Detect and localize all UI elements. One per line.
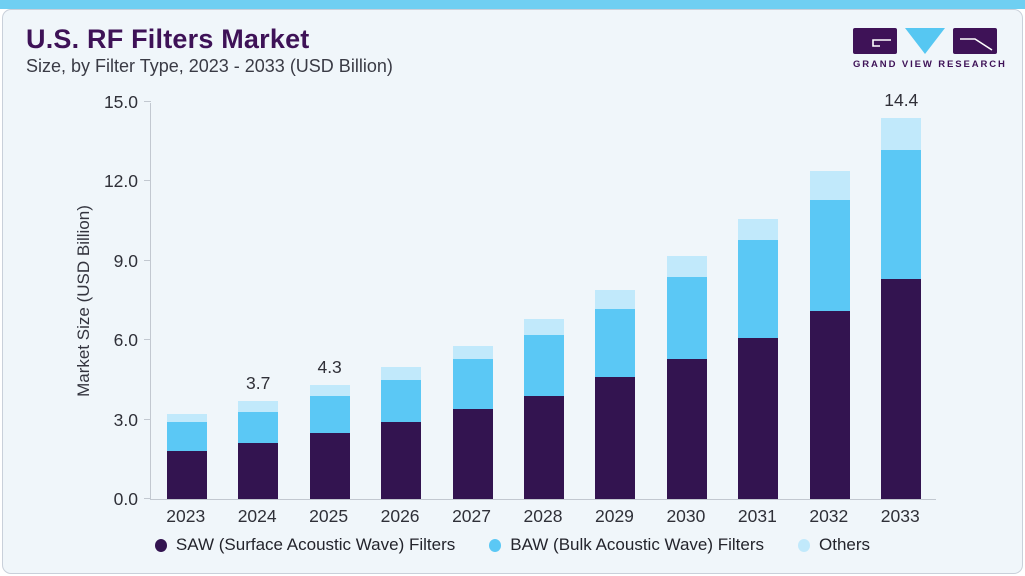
legend-marker-icon	[798, 538, 811, 552]
y-axis-title: Market Size (USD Billion)	[74, 205, 93, 397]
bar-segment-2023	[166, 414, 207, 423]
bar-segment-2028	[524, 395, 564, 499]
legend-item: BAW (Bulk Acoustic Wave) Filters	[489, 535, 764, 555]
bar-value-label-2024: 3.7	[246, 373, 271, 394]
bar-2025	[309, 385, 350, 499]
bar-segment-2024	[238, 401, 279, 412]
bar-2028	[524, 319, 564, 499]
bar-2026	[381, 366, 422, 499]
x-axis-label-2025: 2025	[309, 506, 349, 526]
gvr-logo-icon	[853, 28, 997, 54]
bar-segment-2033	[881, 279, 922, 499]
y-axis-tick-label: 6.0	[113, 330, 138, 351]
plot-area: 3.7 4.3 14.4	[144, 90, 936, 500]
bar-segment-2028	[524, 319, 564, 335]
bar-2033	[881, 117, 922, 499]
x-axis-label-2026: 2026	[380, 506, 420, 526]
bar-segment-2025	[309, 385, 350, 396]
bar-value-label-2033: 14.4	[884, 89, 919, 110]
y-axis-tick-label: 15.0	[103, 92, 138, 112]
bar-segment-2023	[166, 451, 207, 499]
top-accent-bar	[0, 0, 1025, 9]
legend-marker-icon	[154, 538, 167, 552]
logo-text: GRAND VIEW RESEARCH	[853, 59, 1007, 70]
bar-2029	[595, 290, 636, 499]
y-axis-tick	[144, 101, 151, 102]
bar-segment-2030	[666, 358, 707, 499]
bar-segment-2026	[381, 422, 422, 499]
legend-label: SAW (Surface Acoustic Wave) Filters	[175, 535, 456, 554]
y-axis-tick	[144, 498, 151, 499]
bar-segment-2031	[738, 239, 779, 338]
y-axis-tick-label: 3.0	[113, 409, 138, 430]
bar-segment-2029	[595, 290, 636, 309]
bar-segment-2031	[738, 337, 779, 499]
bar-segment-2026	[381, 366, 422, 380]
x-axis-label-2031: 2031	[737, 506, 777, 526]
x-axis-label-2028: 2028	[523, 506, 563, 526]
bar-segment-2033	[881, 149, 922, 280]
grand-view-research-logo: GRAND VIEW RESEARCH	[853, 27, 1007, 70]
bar-segment-2030	[666, 255, 707, 277]
bar-segment-2025	[309, 432, 350, 499]
bar-segment-2030	[666, 276, 707, 359]
bar-segment-2027	[452, 409, 493, 499]
y-axis-tick	[144, 259, 151, 261]
legend-marker-icon	[489, 538, 502, 552]
x-axis-label-2027: 2027	[452, 506, 491, 526]
bar-segment-2032	[809, 311, 850, 499]
legend-label: BAW (Bulk Acoustic Wave) Filters	[510, 535, 765, 554]
x-axis-labels: 2023 2024 2025 2026 2027 2028 2029 2030 2031 2032…	[150, 506, 936, 530]
bar-segment-2028	[524, 334, 564, 396]
bar-segment-2023	[166, 422, 207, 452]
legend-item: SAW (Surface Acoustic Wave) Filters	[154, 535, 456, 555]
bar-2027	[452, 345, 493, 499]
x-axis-label-2033: 2033	[880, 506, 920, 526]
x-axis-label-2023: 2023	[166, 506, 206, 526]
bar-2023	[166, 414, 207, 499]
x-axis-label-2024: 2024	[237, 506, 277, 526]
bar-2030	[666, 255, 707, 499]
page-title: U.S. RF Filters Market	[26, 24, 310, 54]
bar-segment-2027	[452, 358, 493, 409]
y-axis-tick-label: 9.0	[113, 250, 138, 271]
bar-segment-2029	[595, 377, 636, 499]
bar-value-label-2025: 4.3	[317, 357, 342, 378]
bar-2031	[738, 218, 779, 499]
bar-segment-2031	[738, 218, 779, 240]
legend: SAW (Surface Acoustic Wave) Filters BAW (…	[0, 535, 1025, 555]
bar-2032	[809, 170, 850, 499]
legend-label: Others	[819, 535, 871, 554]
bar-segment-2032	[809, 199, 850, 312]
y-axis-tick	[144, 418, 151, 420]
bar-segment-2033	[881, 117, 922, 150]
page-subtitle: Size, by Filter Type, 2023 - 2033 (USD B…	[26, 56, 393, 76]
legend-item: Others	[798, 535, 870, 555]
bar-segment-2024	[238, 411, 279, 444]
y-axis-tick-label: 12.0	[103, 171, 138, 192]
x-axis-label-2029: 2029	[594, 506, 634, 526]
bar-segment-2026	[381, 379, 422, 423]
bar-segment-2027	[452, 345, 493, 359]
y-axis-tick-label: 0.0	[113, 489, 138, 509]
bar-segment-2029	[595, 308, 636, 378]
x-axis-label-2032: 2032	[809, 506, 849, 526]
y-axis-tick	[144, 339, 151, 341]
x-axis-label-2030: 2030	[666, 506, 706, 526]
bar-segment-2025	[309, 395, 350, 433]
y-axis-tick	[144, 180, 151, 182]
bar-segment-2032	[809, 170, 850, 200]
bar-segment-2024	[238, 443, 279, 499]
bar-2024	[238, 401, 279, 499]
